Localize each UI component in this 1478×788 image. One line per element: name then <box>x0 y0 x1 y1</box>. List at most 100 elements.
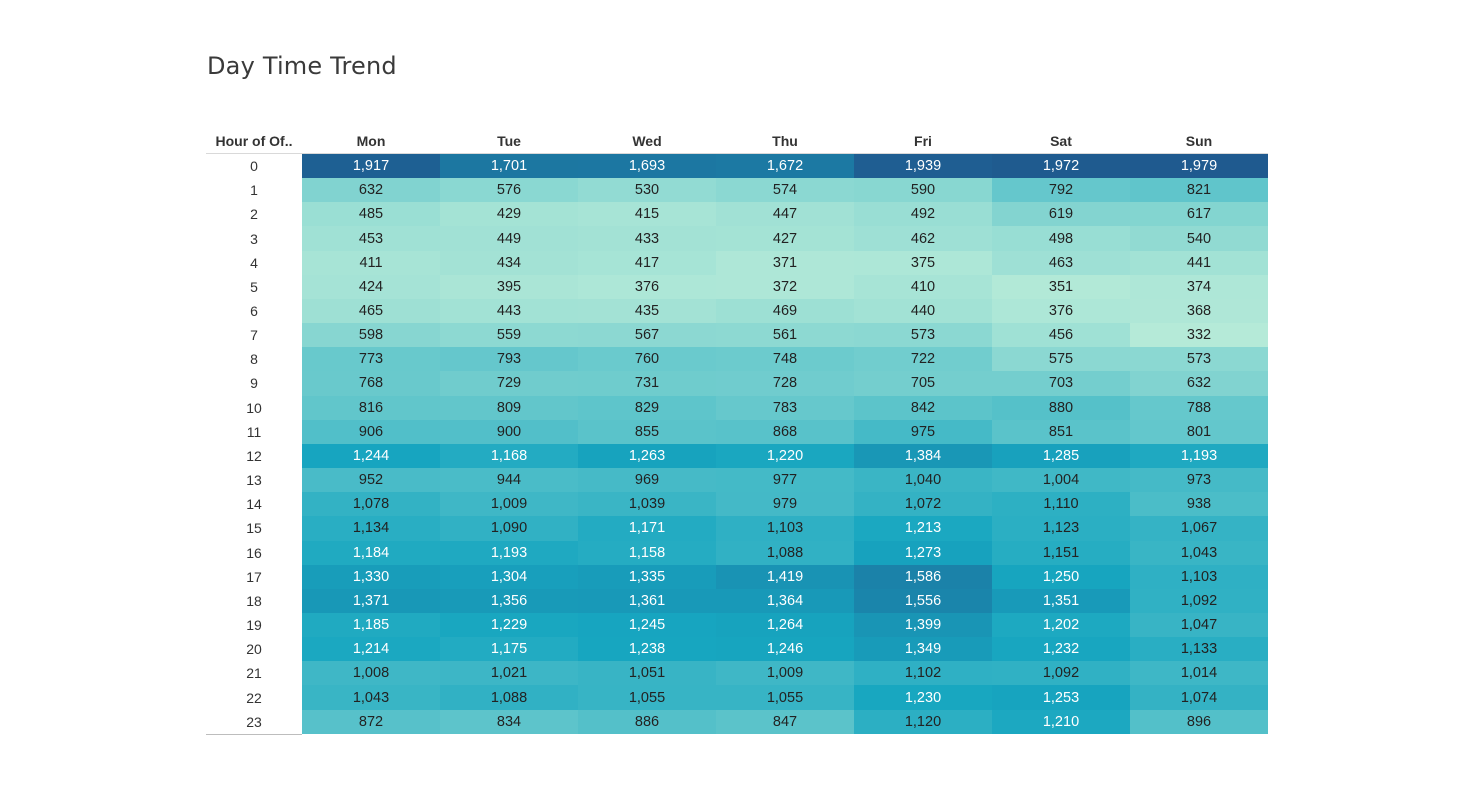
row-header-label: Hour of Of.. <box>215 133 293 149</box>
heatmap-cell-sat-17: 1,250 <box>992 564 1130 589</box>
heatmap-cell-sat-11: 851 <box>992 419 1130 444</box>
heatmap-cell-mon-12: 1,244 <box>302 443 440 469</box>
row-label-hour-13: 13 <box>206 468 302 493</box>
heatmap-cell-tue-11: 900 <box>440 419 578 444</box>
row-label-hour-20: 20 <box>206 637 302 662</box>
heatmap-cell-sat-4: 463 <box>992 250 1130 275</box>
heatmap-cell-sat-3: 498 <box>992 226 1130 251</box>
column-header-sat: Sat <box>1050 133 1072 149</box>
heatmap-cell-thu-17: 1,419 <box>716 564 854 589</box>
heatmap-cell-fri-9: 705 <box>854 371 992 396</box>
heatmap-cell-sun-8: 573 <box>1130 347 1268 372</box>
heatmap-cell-thu-16: 1,088 <box>716 540 854 565</box>
heatmap-cell-sun-23: 896 <box>1130 709 1268 734</box>
heatmap-cell-tue-23: 834 <box>440 709 578 734</box>
heatmap-cell-fri-23: 1,120 <box>854 709 992 734</box>
heatmap-cell-fri-3: 462 <box>854 226 992 251</box>
heatmap-cell-sat-14: 1,110 <box>992 492 1130 517</box>
heatmap-cell-tue-7: 559 <box>440 323 578 348</box>
heatmap-cell-thu-7: 561 <box>716 323 854 348</box>
heatmap-cell-sun-15: 1,067 <box>1130 516 1268 541</box>
heatmap-cell-tue-8: 793 <box>440 347 578 372</box>
heatmap-cell-tue-22: 1,088 <box>440 685 578 710</box>
column-header-tue: Tue <box>497 133 521 149</box>
heatmap-cell-thu-1: 574 <box>716 178 854 203</box>
heatmap-cell-sat-23: 1,210 <box>992 709 1130 734</box>
heatmap-cell-fri-8: 722 <box>854 347 992 372</box>
heatmap-cell-fri-0: 1,939 <box>854 154 992 179</box>
heatmap-cell-thu-11: 868 <box>716 419 854 444</box>
heatmap-cell-sat-2: 619 <box>992 202 1130 227</box>
heatmap-cell-fri-1: 590 <box>854 178 992 203</box>
heatmap-cell-sat-20: 1,232 <box>992 637 1130 662</box>
heatmap-cell-fri-15: 1,213 <box>854 516 992 541</box>
heatmap-cell-mon-14: 1,078 <box>302 492 440 517</box>
heatmap-cell-mon-6: 465 <box>302 298 440 324</box>
heatmap-cell-tue-17: 1,304 <box>440 564 578 589</box>
heatmap-cell-thu-13: 977 <box>716 468 854 493</box>
table-row: 23 872 834 886 847 1,120 1,210 896 <box>206 709 1268 734</box>
heatmap-cell-wed-10: 829 <box>578 395 716 420</box>
heatmap-cell-mon-22: 1,043 <box>302 685 440 710</box>
heatmap-cell-mon-20: 1,214 <box>302 637 440 662</box>
heatmap-cell-sun-0: 1,979 <box>1130 154 1268 179</box>
row-label-hour-19: 19 <box>206 612 302 638</box>
table-row: 3 453 449 433 427 462 498 540 <box>206 226 1268 251</box>
row-label-hour-7: 7 <box>206 323 302 348</box>
heatmap-cell-wed-3: 433 <box>578 226 716 251</box>
heatmap-cell-sun-19: 1,047 <box>1130 612 1268 638</box>
heatmap-cell-wed-6: 435 <box>578 298 716 324</box>
heatmap-cell-sat-0: 1,972 <box>992 154 1130 179</box>
heatmap-cell-fri-6: 440 <box>854 298 992 324</box>
heatmap-cell-thu-10: 783 <box>716 395 854 420</box>
heatmap-cell-thu-21: 1,009 <box>716 661 854 686</box>
heatmap-cell-tue-3: 449 <box>440 226 578 251</box>
heatmap-cell-wed-11: 855 <box>578 419 716 444</box>
heatmap-cell-tue-12: 1,168 <box>440 443 578 469</box>
heatmap-cell-sat-1: 792 <box>992 178 1130 203</box>
table-row: 14 1,078 1,009 1,039 979 1,072 1,110 938 <box>206 492 1268 517</box>
heatmap-cell-wed-1: 530 <box>578 178 716 203</box>
heatmap-cell-sun-18: 1,092 <box>1130 588 1268 613</box>
heatmap-cell-thu-2: 447 <box>716 202 854 227</box>
table-row: 12 1,244 1,168 1,263 1,220 1,384 1,285 1,193 <box>206 443 1268 469</box>
heatmap-cell-sat-8: 575 <box>992 347 1130 372</box>
heatmap-cell-thu-6: 469 <box>716 298 854 324</box>
heatmap-cell-mon-10: 816 <box>302 395 440 420</box>
heatmap-cell-sun-13: 973 <box>1130 468 1268 493</box>
heatmap-cell-wed-4: 417 <box>578 250 716 275</box>
heatmap-cell-thu-5: 372 <box>716 274 854 299</box>
row-label-hour-18: 18 <box>206 588 302 613</box>
table-row: 7 598 559 567 561 573 456 332 <box>206 323 1268 348</box>
heatmap-cell-fri-14: 1,072 <box>854 492 992 517</box>
heatmap-cell-fri-20: 1,349 <box>854 637 992 662</box>
heatmap-body: 0 1,917 1,701 1,693 1,672 1,939 1,972 1,979 1 632… <box>206 154 1268 734</box>
heatmap-cell-sun-11: 801 <box>1130 419 1268 444</box>
heatmap-cell-fri-11: 975 <box>854 419 992 444</box>
heatmap-cell-wed-17: 1,335 <box>578 564 716 589</box>
heatmap-cell-fri-13: 1,040 <box>854 468 992 493</box>
row-label-hour-3: 3 <box>206 226 302 251</box>
table-row: 1 632 576 530 574 590 792 821 <box>206 178 1268 203</box>
heatmap-cell-sun-7: 332 <box>1130 323 1268 348</box>
heatmap-cell-wed-19: 1,245 <box>578 612 716 638</box>
heatmap-cell-thu-19: 1,264 <box>716 612 854 638</box>
heatmap-cell-tue-0: 1,701 <box>440 154 578 179</box>
heatmap-cell-sun-5: 374 <box>1130 274 1268 299</box>
heatmap-cell-thu-20: 1,246 <box>716 637 854 662</box>
heatmap-cell-thu-14: 979 <box>716 492 854 517</box>
header-row: Hour of Of.. Mon Tue Wed Thu Fri Sat Sun <box>206 129 1268 154</box>
heatmap-cell-thu-12: 1,220 <box>716 443 854 469</box>
heatmap-cell-fri-18: 1,556 <box>854 588 992 613</box>
heatmap-cell-tue-13: 944 <box>440 468 578 493</box>
heatmap-cell-tue-19: 1,229 <box>440 612 578 638</box>
heatmap-cell-sun-12: 1,193 <box>1130 443 1268 469</box>
heatmap-cell-thu-9: 728 <box>716 371 854 396</box>
heatmap-cell-wed-5: 376 <box>578 274 716 299</box>
heatmap-cell-wed-14: 1,039 <box>578 492 716 517</box>
heatmap-cell-fri-22: 1,230 <box>854 685 992 710</box>
row-label-hour-11: 11 <box>206 419 302 444</box>
column-header-mon: Mon <box>356 133 386 149</box>
table-row: 0 1,917 1,701 1,693 1,672 1,939 1,972 1,979 <box>206 154 1268 179</box>
